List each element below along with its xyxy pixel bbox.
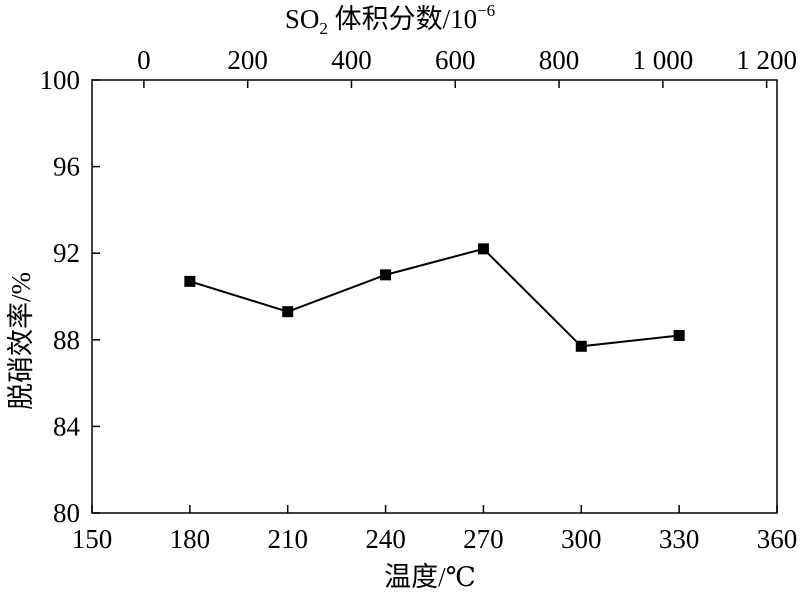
top-axis-label-so: SO — [285, 4, 320, 34]
top-axis: 0 200 400 600 800 1 000 1 200 — [137, 45, 797, 88]
data-point-marker — [380, 269, 392, 281]
top-axis-label-subscript: 2 — [319, 19, 328, 38]
x-tick-label: 360 — [757, 524, 798, 554]
y-tick-label: 88 — [53, 325, 80, 355]
y-tick-label: 100 — [40, 65, 81, 95]
series-line — [189, 247, 680, 348]
y-axis-label: 脱硝效率/% — [6, 272, 36, 410]
plot-frame — [91, 79, 778, 514]
y-tick-label: 84 — [53, 411, 81, 441]
top-tick-label: 400 — [331, 45, 372, 75]
top-axis-label-superscript: −6 — [477, 1, 495, 20]
x-tick-label: 270 — [463, 524, 504, 554]
series-layer — [184, 243, 685, 352]
top-tick-label: 1 000 — [632, 45, 693, 75]
y-tick-label: 80 — [53, 498, 80, 528]
y-tick-label: 96 — [53, 152, 80, 182]
x-tick-label: 300 — [561, 524, 602, 554]
x-tick-label: 330 — [659, 524, 700, 554]
x-tick-label: 150 — [72, 524, 113, 554]
top-tick-label: 1 200 — [736, 45, 797, 75]
x-tick-label: 210 — [267, 524, 308, 554]
data-point-marker — [282, 306, 294, 318]
y-tick-label: 92 — [53, 238, 80, 268]
top-tick-label: 200 — [227, 45, 268, 75]
top-tick-label: 0 — [137, 45, 151, 75]
x-axis: 150 180 210 240 270 300 330 360 — [72, 505, 798, 554]
x-tick-label: 240 — [365, 524, 406, 554]
data-point-marker — [575, 340, 587, 352]
data-point-marker — [477, 243, 489, 255]
y-axis: 80 84 88 92 96 100 — [40, 65, 100, 528]
data-point-marker — [673, 329, 685, 341]
top-axis-label-text: 体积分数/10 — [328, 4, 477, 34]
data-point-marker — [184, 275, 196, 287]
x-axis-label: 温度/℃ — [384, 562, 476, 592]
top-tick-label: 800 — [539, 45, 580, 75]
top-tick-label: 600 — [435, 45, 476, 75]
top-axis-label: SO2 体积分数/10−6 — [285, 1, 495, 38]
x-tick-label: 180 — [170, 524, 211, 554]
